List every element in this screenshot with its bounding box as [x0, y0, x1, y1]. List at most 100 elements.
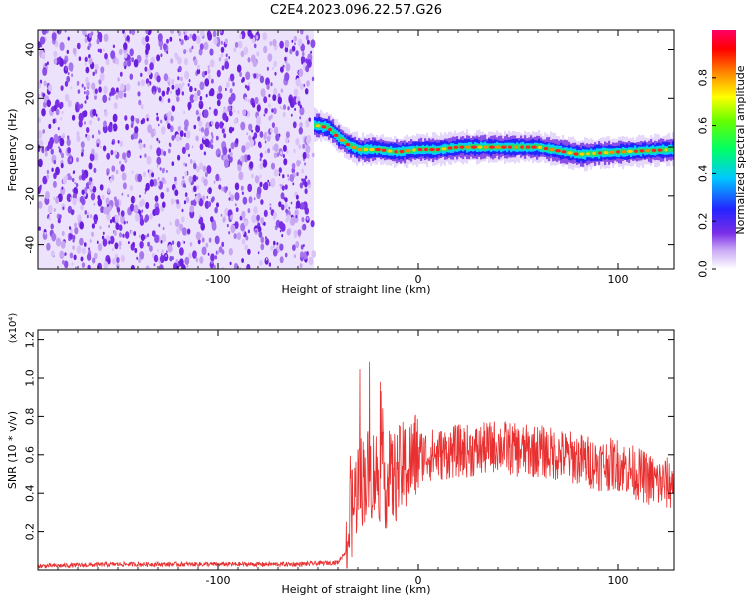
noise-speckle: [290, 113, 293, 117]
noise-speckle: [279, 256, 284, 264]
noise-speckle: [81, 172, 86, 181]
noise-speckle: [113, 102, 118, 110]
noise-speckle: [216, 93, 221, 100]
noise-speckle: [64, 93, 70, 102]
noise-speckle: [270, 82, 273, 87]
signal-band-cell: [590, 151, 593, 157]
noise-speckle: [193, 185, 197, 192]
noise-speckle: [51, 167, 54, 172]
noise-speckle: [105, 58, 110, 66]
noise-speckle: [298, 68, 304, 77]
noise-speckle: [216, 69, 221, 78]
noise-speckle: [302, 223, 307, 231]
noise-speckle: [213, 264, 216, 269]
noise-speckle: [289, 174, 295, 182]
noise-speckle: [101, 235, 105, 240]
noise-speckle: [112, 247, 115, 252]
noise-speckle: [272, 39, 277, 47]
noise-speckle: [151, 85, 157, 95]
noise-speckle: [96, 38, 100, 45]
noise-speckle: [273, 240, 276, 246]
noise-speckle: [189, 242, 193, 247]
noise-speckle: [38, 117, 42, 123]
noise-speckle: [117, 140, 120, 144]
signal-peak: [315, 124, 321, 128]
noise-speckle: [299, 182, 304, 189]
noise-speckle: [243, 46, 249, 55]
noise-speckle: [149, 144, 153, 150]
noise-speckle: [133, 59, 139, 68]
noise-speckle: [93, 167, 97, 173]
noise-speckle: [260, 217, 264, 224]
signal-peak: [495, 145, 501, 149]
noise-speckle: [229, 110, 233, 117]
noise-speckle: [295, 50, 299, 57]
noise-speckle: [270, 178, 276, 188]
signal-band-cell: [670, 147, 673, 152]
noise-speckle: [213, 108, 218, 117]
noise-speckle: [161, 249, 165, 255]
noise-speckle: [122, 152, 127, 160]
noise-speckle: [293, 88, 299, 97]
noise-speckle: [171, 135, 175, 141]
noise-speckle: [234, 182, 240, 191]
noise-speckle: [38, 200, 43, 209]
noise-speckle: [203, 151, 207, 156]
noise-speckle: [183, 49, 187, 55]
noise-speckle: [265, 257, 268, 261]
noise-speckle: [146, 156, 152, 165]
noise-speckle: [298, 144, 302, 150]
noise-speckle: [147, 68, 152, 76]
noise-speckle: [94, 94, 97, 100]
noise-speckle: [66, 75, 71, 83]
noise-speckle: [81, 169, 85, 174]
signal-peak: [609, 150, 615, 154]
noise-speckle: [138, 142, 143, 150]
noise-speckle: [171, 78, 175, 85]
noise-speckle: [228, 231, 231, 235]
noise-speckle: [214, 235, 220, 245]
noise-speckle: [306, 59, 312, 68]
signal-peak: [424, 147, 428, 152]
noise-speckle: [93, 218, 98, 225]
noise-speckle: [52, 180, 57, 188]
noise-speckle: [306, 80, 310, 87]
noise-speckle: [92, 186, 97, 193]
noise-speckle: [211, 78, 214, 84]
noise-speckle: [176, 241, 181, 248]
noise-speckle: [233, 47, 237, 53]
noise-speckle: [57, 218, 61, 224]
noise-speckle: [107, 257, 111, 265]
noise-speckle: [300, 30, 304, 35]
noise-speckle: [203, 135, 206, 141]
noise-speckle: [114, 150, 117, 156]
noise-speckle: [175, 134, 180, 142]
noise-speckle: [133, 231, 137, 236]
signal-peak: [394, 150, 398, 154]
noise-speckle: [214, 255, 218, 260]
noise-speckle: [111, 165, 116, 172]
noise-speckle: [134, 248, 138, 253]
noise-speckle: [186, 49, 188, 53]
noise-speckle: [293, 254, 296, 259]
noise-speckle: [247, 229, 250, 234]
noise-speckle: [123, 60, 128, 68]
noise-speckle: [191, 45, 194, 50]
signal-peak: [567, 151, 573, 155]
noise-speckle: [204, 138, 210, 148]
noise-speckle: [304, 88, 309, 95]
noise-speckle: [160, 126, 166, 135]
signal-peak: [369, 147, 375, 152]
noise-speckle: [200, 127, 205, 133]
noise-speckle: [122, 30, 125, 34]
noise-speckle: [184, 70, 190, 80]
noise-speckle: [47, 204, 53, 214]
noise-speckle: [119, 71, 123, 77]
noise-speckle: [296, 194, 299, 200]
noise-speckle: [285, 63, 291, 72]
colorbar-tick-label: 0.4: [697, 165, 710, 183]
noise-speckle: [220, 46, 225, 53]
signal-band-cell: [672, 146, 674, 152]
noise-speckle: [162, 201, 166, 208]
noise-speckle: [170, 198, 175, 205]
